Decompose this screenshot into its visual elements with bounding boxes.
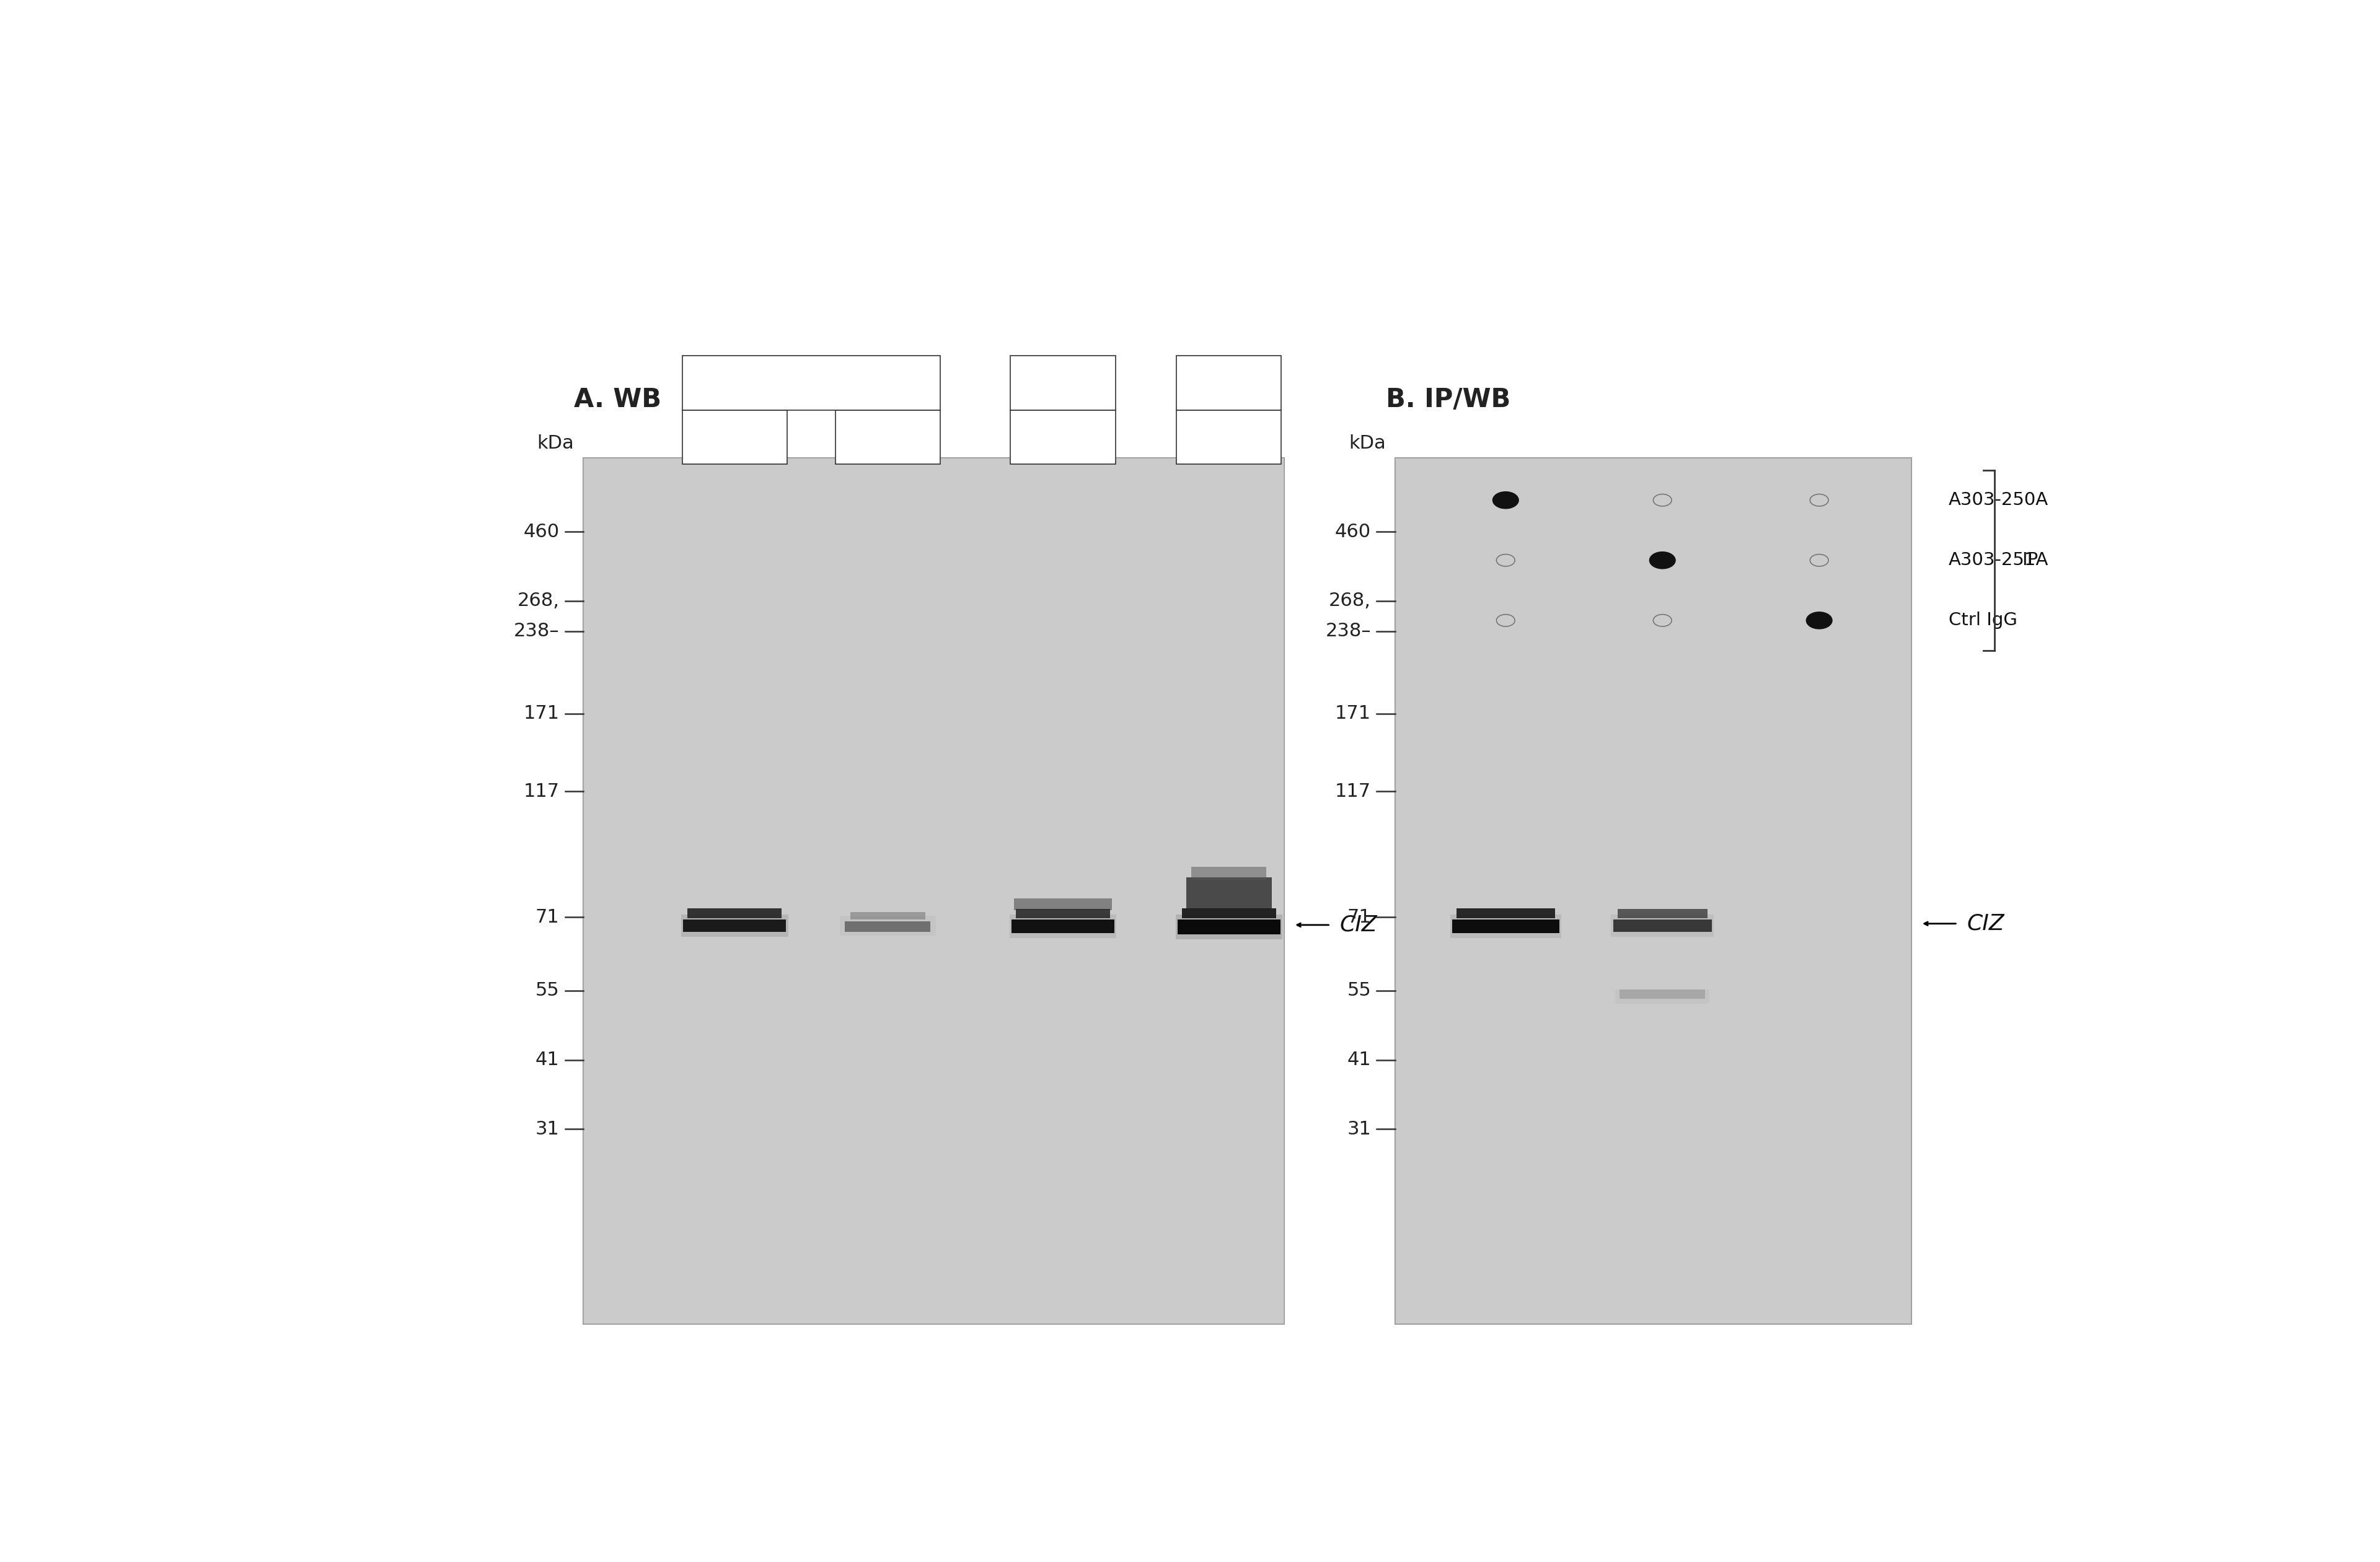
- Bar: [683, 920, 785, 931]
- Text: 71: 71: [1347, 908, 1371, 926]
- Text: A303-251A: A303-251A: [1949, 551, 2049, 569]
- Bar: [1614, 920, 1711, 931]
- Bar: [1457, 908, 1554, 918]
- Text: 460: 460: [524, 523, 559, 540]
- Bar: [850, 912, 926, 920]
- Bar: [683, 356, 940, 409]
- Text: B. IP/WB: B. IP/WB: [1385, 386, 1511, 412]
- Text: 41: 41: [1347, 1051, 1371, 1068]
- Text: CIZ: CIZ: [1966, 914, 2004, 934]
- Bar: [1621, 989, 1704, 998]
- Circle shape: [1492, 492, 1518, 509]
- Bar: [1449, 914, 1561, 939]
- Text: 268,: 268,: [516, 592, 559, 609]
- Text: 171: 171: [1335, 704, 1371, 723]
- Bar: [1011, 409, 1116, 464]
- Bar: [583, 458, 1285, 1325]
- Text: J: J: [1226, 373, 1233, 392]
- Text: 238–: 238–: [1326, 622, 1371, 640]
- Text: A. WB: A. WB: [574, 386, 662, 412]
- Bar: [1616, 989, 1709, 1004]
- Text: 41: 41: [536, 1051, 559, 1068]
- Text: 71: 71: [536, 908, 559, 926]
- Text: 55: 55: [1347, 981, 1371, 1000]
- Text: 55: 55: [536, 981, 559, 1000]
- Bar: [1185, 878, 1271, 909]
- Text: A303-250A: A303-250A: [1949, 492, 2049, 509]
- Text: 171: 171: [524, 704, 559, 723]
- Bar: [1176, 356, 1280, 409]
- Bar: [688, 908, 781, 918]
- Bar: [1611, 914, 1714, 937]
- Text: 50: 50: [724, 428, 747, 447]
- Text: CIZ: CIZ: [1340, 914, 1378, 936]
- Bar: [1395, 458, 1911, 1325]
- Bar: [1009, 914, 1116, 939]
- Text: 15: 15: [876, 428, 900, 447]
- Text: 117: 117: [524, 783, 559, 800]
- Bar: [845, 922, 931, 931]
- Bar: [1176, 409, 1280, 464]
- Bar: [1014, 898, 1111, 911]
- Bar: [1011, 920, 1114, 933]
- Bar: [583, 458, 1285, 1325]
- Bar: [1178, 920, 1280, 934]
- Bar: [840, 915, 935, 936]
- Text: 50: 50: [1052, 428, 1076, 447]
- Bar: [1176, 914, 1283, 939]
- Text: kDa: kDa: [1349, 434, 1385, 451]
- Text: 238–: 238–: [514, 622, 559, 640]
- Bar: [835, 409, 940, 464]
- Bar: [681, 914, 788, 937]
- Text: HeLa: HeLa: [788, 373, 835, 392]
- Bar: [1395, 458, 1911, 1325]
- Bar: [1452, 920, 1559, 933]
- Text: 460: 460: [1335, 523, 1371, 540]
- Bar: [1192, 867, 1266, 879]
- Text: T: T: [1057, 373, 1069, 392]
- Text: 31: 31: [1347, 1120, 1371, 1139]
- Text: 31: 31: [536, 1120, 559, 1139]
- Bar: [1011, 356, 1116, 409]
- Text: IP: IP: [2023, 551, 2037, 569]
- Text: Ctrl IgG: Ctrl IgG: [1949, 612, 2016, 629]
- Text: 268,: 268,: [1328, 592, 1371, 609]
- Circle shape: [1806, 612, 1833, 629]
- Bar: [683, 409, 788, 464]
- Bar: [1618, 909, 1706, 918]
- Text: kDa: kDa: [538, 434, 574, 451]
- Text: 50: 50: [1216, 428, 1240, 447]
- Text: 117: 117: [1335, 783, 1371, 800]
- Circle shape: [1649, 551, 1676, 569]
- Bar: [1183, 908, 1276, 918]
- Bar: [1016, 909, 1109, 918]
